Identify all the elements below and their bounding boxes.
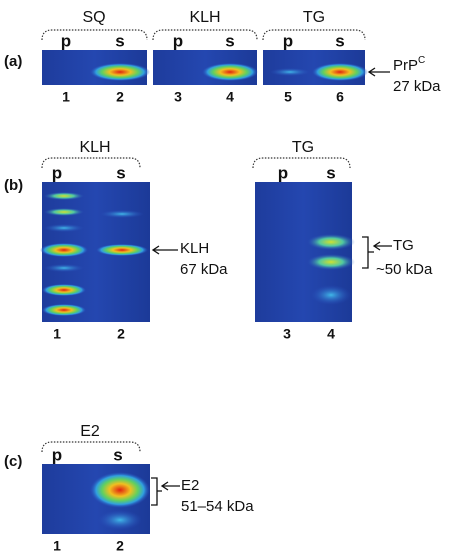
bracket xyxy=(153,30,257,40)
marker-name: KLH xyxy=(180,240,209,257)
band xyxy=(202,63,258,81)
marker-name: TG xyxy=(393,237,414,254)
band xyxy=(307,234,355,250)
panel-label: (a) xyxy=(4,53,22,70)
band xyxy=(44,264,84,272)
lane-number: 1 xyxy=(53,538,61,554)
panel-label: (b) xyxy=(4,177,23,194)
band xyxy=(90,472,150,508)
band xyxy=(40,243,88,257)
lane-label: p xyxy=(173,31,183,50)
lane-label: p xyxy=(52,445,62,464)
band xyxy=(311,285,351,305)
band xyxy=(44,192,84,200)
lane-label: p xyxy=(278,163,288,182)
lane-number: 4 xyxy=(226,89,234,105)
figure: (a) SQ KLH TG p s p s p s 1 2 3 4 5 6 Pr… xyxy=(0,0,464,558)
arrow xyxy=(369,68,390,76)
marker-size: 67 kDa xyxy=(180,261,228,278)
lane-label: s xyxy=(115,31,124,50)
marker-name: PrP xyxy=(393,57,418,74)
bracket-right xyxy=(362,237,374,268)
band xyxy=(96,244,148,256)
band xyxy=(270,68,310,76)
band xyxy=(44,224,84,232)
lane-label: p xyxy=(61,31,71,50)
lane-number: 2 xyxy=(116,538,124,554)
lane-number: 1 xyxy=(53,326,61,342)
group-title: E2 xyxy=(80,423,100,440)
band xyxy=(90,63,150,81)
lane-number: 6 xyxy=(336,89,344,105)
arrow xyxy=(374,242,392,250)
panel-label: (c) xyxy=(4,453,22,470)
band xyxy=(100,210,144,218)
arrow xyxy=(162,482,180,490)
lane-number: 1 xyxy=(62,89,70,105)
lane-label: s xyxy=(326,163,335,182)
lane-number: 4 xyxy=(327,326,335,342)
lane-number: 2 xyxy=(116,89,124,105)
lane-label: p xyxy=(283,31,293,50)
band xyxy=(42,304,86,316)
group-title: TG xyxy=(292,139,314,156)
group-title: KLH xyxy=(189,9,220,26)
lane-label: s xyxy=(116,163,125,182)
arrow xyxy=(153,246,178,254)
panel-a: (a) SQ KLH TG p s p s p s 1 2 3 4 5 6 Pr… xyxy=(4,9,441,104)
group-title: TG xyxy=(303,9,325,26)
lane-label: s xyxy=(225,31,234,50)
lane-label: s xyxy=(335,31,344,50)
marker-size: 27 kDa xyxy=(393,78,441,95)
panel-c: (c) E2 p s 1 2 E2 51–54 kDa xyxy=(4,423,254,553)
panel-b: (b) KLH TG p s p s 1 2 3 4 KLH 67 kDa TG… xyxy=(4,139,433,341)
band xyxy=(42,284,86,296)
bracket-right xyxy=(151,478,162,505)
marker-name: E2 xyxy=(181,477,199,494)
group-title: KLH xyxy=(79,139,110,156)
band xyxy=(98,510,142,530)
bracket xyxy=(42,30,147,40)
band xyxy=(307,254,355,270)
lane-number: 5 xyxy=(284,89,292,105)
marker-size: 51–54 kDa xyxy=(181,498,254,515)
lane-number: 2 xyxy=(117,326,125,342)
marker-sup: C xyxy=(418,55,425,66)
band xyxy=(44,208,84,216)
band xyxy=(312,63,368,81)
marker-name: PrPC xyxy=(393,55,425,74)
marker-size: ~50 kDa xyxy=(376,261,433,278)
lane-label: p xyxy=(52,163,62,182)
lane-number: 3 xyxy=(283,326,291,342)
bracket xyxy=(263,30,365,40)
group-title: SQ xyxy=(82,9,105,26)
lane-number: 3 xyxy=(174,89,182,105)
lane-label: s xyxy=(113,445,122,464)
